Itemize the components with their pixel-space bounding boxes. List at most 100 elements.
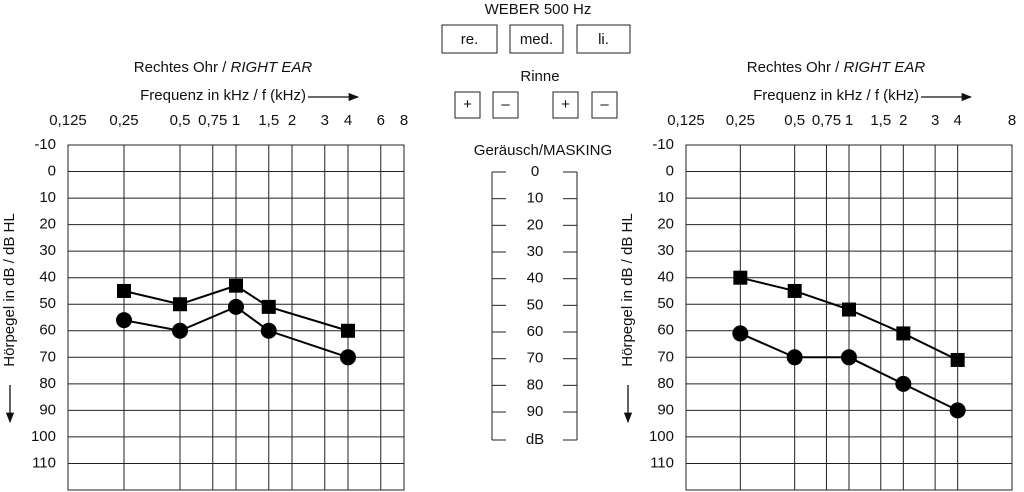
circle-marker [116, 312, 132, 329]
square-marker [261, 299, 276, 314]
square-marker [173, 297, 187, 312]
y-tick-label: 10 [657, 189, 674, 206]
y-tick-label: 50 [39, 295, 56, 312]
title-text: Rechtes Ohr / [747, 59, 840, 76]
rinne-button[interactable] [492, 91, 519, 119]
square-marker [341, 323, 355, 338]
title-italic: RIGHT EAR [231, 59, 313, 76]
x-tick-label: 0,25 [109, 112, 138, 129]
x-tick-label: 0,125 [667, 112, 705, 129]
weber-title: WEBER 500 Hz [485, 1, 592, 18]
weber-button[interactable] [576, 24, 631, 54]
x-tick-label: 1,5 [870, 112, 891, 129]
circle-marker [172, 322, 188, 339]
rinne-title: Rinne [520, 68, 559, 85]
y-axis-label: Hörpegel in dB / dB HL [619, 213, 636, 366]
y-tick-label: 40 [657, 269, 674, 286]
x-tick-label: 1 [232, 112, 240, 129]
masking-tick-label: 80 [527, 376, 544, 393]
x-tick-label: 1 [845, 112, 853, 129]
square-marker [117, 283, 131, 298]
y-tick-label: 20 [657, 216, 674, 233]
y-tick-label: 110 [650, 454, 674, 471]
masking-unit: dB [526, 431, 544, 448]
masking-tick-label: 10 [527, 190, 544, 207]
x-tick-label: 3 [931, 112, 939, 129]
y-tick-label: -10 [34, 136, 56, 153]
circle-marker [949, 402, 966, 419]
y-tick-label: 30 [657, 242, 674, 259]
y-tick-label: 80 [657, 375, 674, 392]
x-tick-label: 0,5 [170, 112, 191, 129]
y-tick-label: 0 [666, 163, 674, 180]
circle-marker [228, 298, 244, 315]
masking-tick-label: 70 [527, 350, 544, 367]
circle-marker [340, 349, 356, 366]
x-tick-label: 6 [377, 112, 385, 129]
chart-title: Rechtes Ohr / RIGHT EAR [134, 59, 313, 76]
circle-marker [260, 322, 277, 339]
circle-marker [895, 375, 912, 392]
circle-marker [732, 325, 749, 342]
x-tick-label: 2 [288, 112, 296, 129]
masking-tick-label: 20 [527, 216, 544, 233]
y-tick-label: -10 [652, 136, 674, 153]
square-marker [733, 270, 748, 285]
rinne-button-label: – [501, 96, 510, 113]
y-tick-label: 50 [657, 295, 674, 312]
circle-marker [786, 349, 803, 366]
rinne-button[interactable] [454, 91, 481, 119]
chart-title: Rechtes Ohr / RIGHT EAR [747, 59, 926, 76]
x-tick-label: 0,125 [49, 112, 87, 129]
y-axis-label: Hörpegel in dB / dB HL [1, 213, 18, 366]
y-tick-label: 70 [657, 348, 674, 365]
x-tick-label: 4 [344, 112, 352, 129]
y-tick-label: 110 [32, 454, 56, 471]
masking-tick-label: 50 [527, 296, 544, 313]
x-axis-label: Frequenz in kHz / f (kHz) [140, 87, 306, 104]
masking-tick-label: 90 [527, 403, 544, 420]
x-tick-label: 1,5 [258, 112, 279, 129]
masking-tick-label: 40 [527, 270, 544, 287]
square-marker [787, 283, 802, 298]
x-tick-label: 8 [1008, 112, 1016, 129]
square-marker [950, 352, 965, 367]
rinne-button-label: + [463, 96, 472, 113]
circle-marker [841, 349, 857, 366]
x-tick-label: 0,75 [812, 112, 841, 129]
masking-title: Geräusch/MASKING [474, 142, 612, 159]
y-tick-label: 90 [39, 401, 56, 418]
x-tick-label: 8 [400, 112, 408, 129]
x-axis-label: Frequenz in kHz / f (kHz) [753, 87, 919, 104]
y-tick-label: 20 [39, 216, 56, 233]
weber-button-label: re. [461, 31, 479, 48]
weber-button-label: li. [598, 31, 609, 48]
y-tick-label: 70 [39, 348, 56, 365]
square-marker [896, 326, 911, 341]
square-marker [229, 278, 243, 293]
y-tick-label: 60 [657, 322, 674, 339]
rinne-button[interactable] [552, 91, 579, 119]
title-text: Rechtes Ohr / [134, 59, 227, 76]
rinne-button-label: + [561, 96, 570, 113]
rinne-button-label: – [600, 96, 609, 113]
weber-button[interactable] [509, 24, 564, 54]
y-tick-label: 0 [48, 163, 56, 180]
y-tick-label: 90 [657, 401, 674, 418]
x-tick-label: 3 [321, 112, 329, 129]
y-tick-label: 40 [39, 269, 56, 286]
weber-button[interactable] [441, 24, 498, 54]
square-marker [842, 302, 856, 317]
y-tick-label: 80 [39, 375, 56, 392]
x-tick-label: 2 [899, 112, 907, 129]
y-tick-label: 10 [39, 189, 56, 206]
y-tick-label: 30 [39, 242, 56, 259]
x-tick-label: 0,5 [784, 112, 805, 129]
x-tick-label: 0,25 [726, 112, 755, 129]
weber-button-label: med. [520, 31, 553, 48]
y-tick-label: 100 [649, 428, 674, 445]
rinne-button[interactable] [591, 91, 618, 119]
y-tick-label: 100 [31, 428, 56, 445]
masking-tick-label: 60 [527, 323, 544, 340]
